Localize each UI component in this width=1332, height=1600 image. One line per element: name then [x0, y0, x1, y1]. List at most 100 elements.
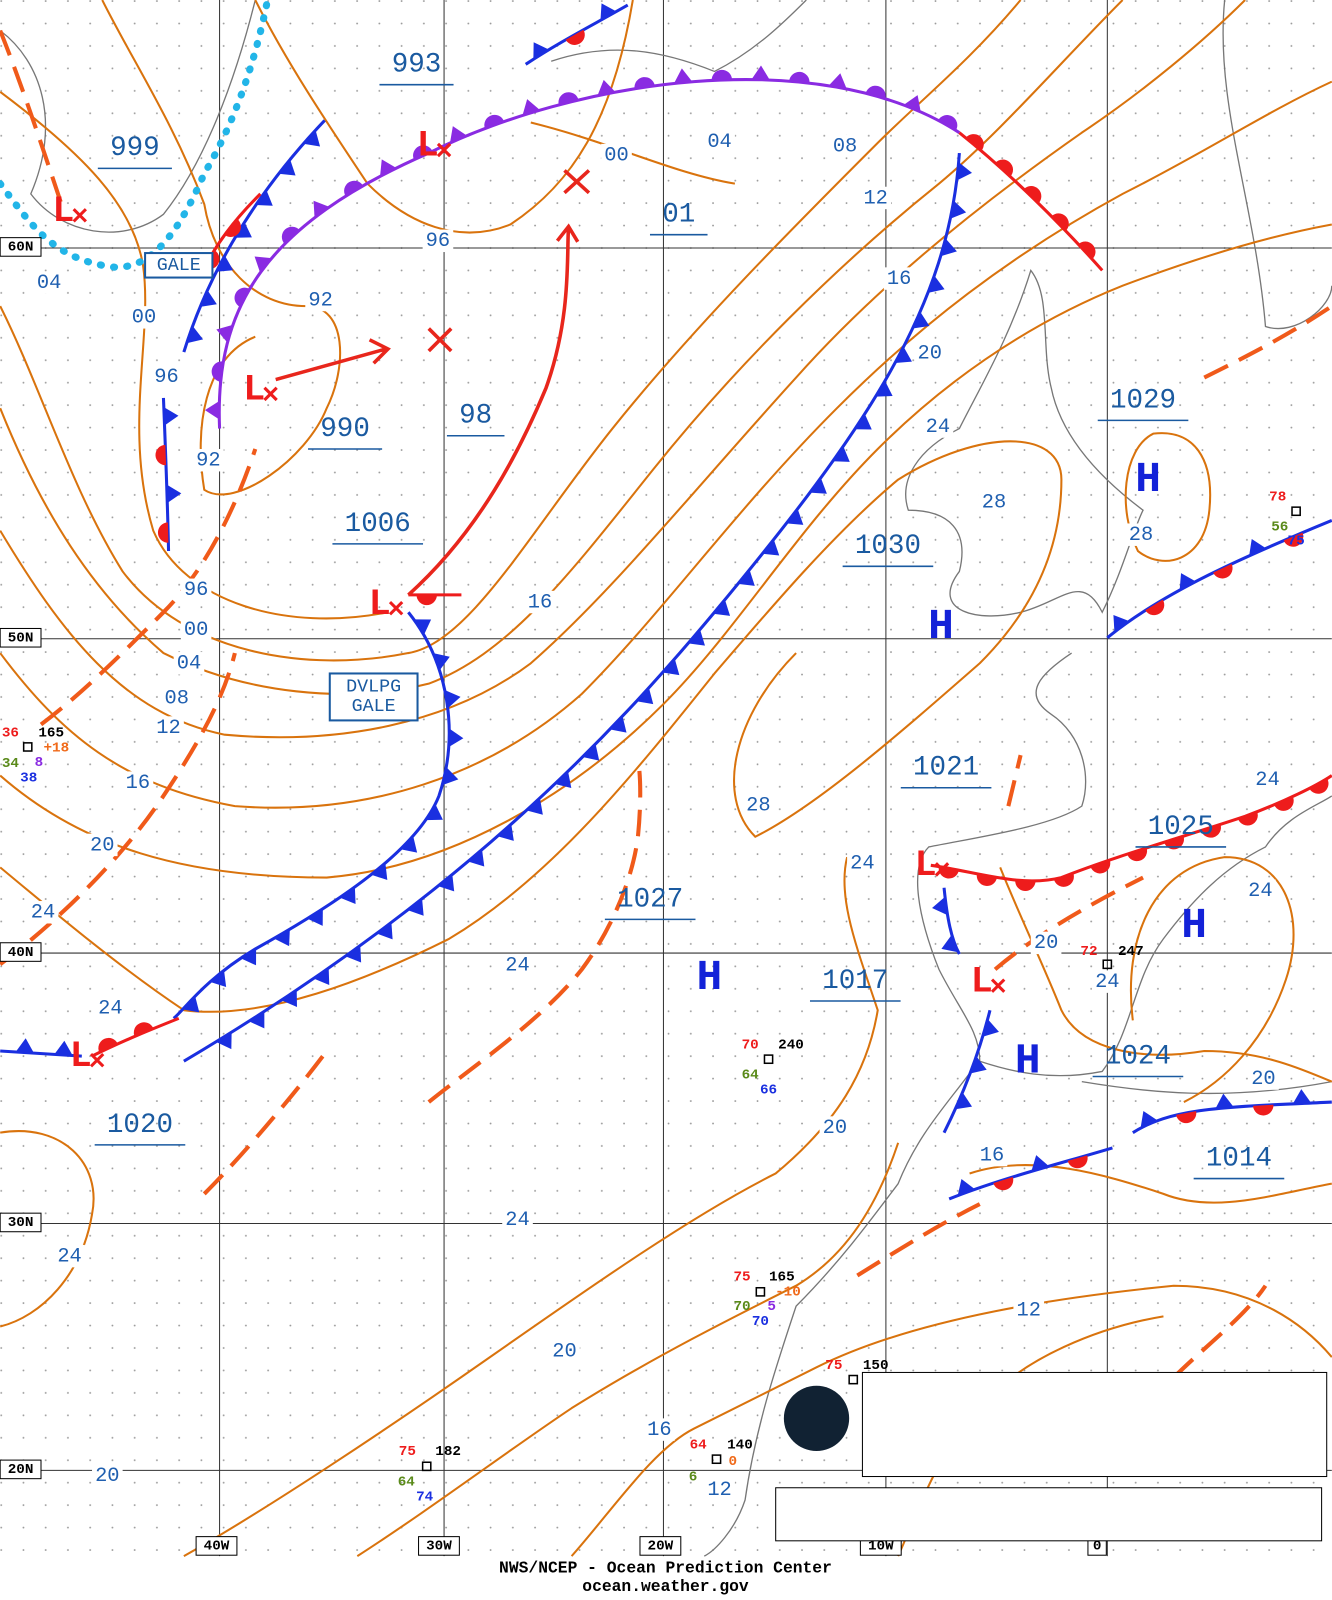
front-symbol: [255, 190, 273, 206]
isobar-label: 16: [647, 1419, 671, 1442]
isobar-label: 12: [863, 187, 887, 210]
front-symbol: [163, 407, 179, 426]
isobar-label-bg: [524, 590, 556, 614]
front-symbol: [636, 687, 654, 705]
front-symbol: [995, 159, 1014, 177]
isobar-label: 24: [1248, 880, 1272, 903]
station-value: 75: [733, 1269, 750, 1285]
pressure-label: 1006: [345, 509, 411, 540]
isobar-label: 16: [528, 591, 552, 614]
front-symbol: [970, 1056, 987, 1074]
station-value: 75: [825, 1358, 842, 1374]
front-symbol: [956, 162, 972, 181]
isobar-label: 12: [1017, 1300, 1041, 1323]
front-symbol: [993, 1176, 1014, 1191]
front-symbol: [1051, 213, 1069, 231]
high-label: H: [928, 602, 954, 651]
station-value: 70: [742, 1038, 759, 1054]
lat-label-box: [0, 1212, 42, 1233]
station-value: -10: [775, 1285, 801, 1301]
isobar-label-bg: [173, 652, 205, 675]
isobar-label-bg: [1013, 1298, 1045, 1322]
station-value: 64: [398, 1474, 416, 1490]
front-symbol: [15, 1038, 34, 1054]
station-value: 74: [416, 1490, 434, 1506]
isobar-label-bg: [1245, 879, 1276, 903]
front-symbol: [554, 771, 572, 788]
isobar-label-bg: [704, 130, 735, 154]
front-symbol: [133, 1022, 154, 1037]
front-symbol: [1113, 614, 1130, 632]
storm-tracks: [275, 169, 591, 597]
low-label: L: [243, 369, 265, 411]
isobar-label-bg: [978, 490, 1010, 514]
front-symbol: [982, 1019, 999, 1037]
pressure-label: 1014: [1206, 1143, 1272, 1174]
front-symbol: [600, 3, 617, 21]
front-symbol: [442, 767, 459, 786]
footer-agency: NWS/NCEP - Ocean Prediction Center: [499, 1559, 832, 1578]
front-symbol: [345, 945, 362, 963]
front-symbol: [98, 1037, 118, 1053]
front-symbol: [522, 99, 541, 116]
front-symbol: [1201, 824, 1221, 838]
isobar-label-bg: [305, 288, 336, 312]
isobar-label-bg: [922, 415, 954, 438]
front-symbol: [582, 743, 600, 761]
warning-box: [328, 672, 419, 722]
isobar-label-bg: [1125, 523, 1157, 546]
front-symbol: [565, 29, 585, 45]
front-symbol: [1140, 1110, 1158, 1128]
low-label: L: [915, 845, 937, 887]
pressure-label: 1027: [617, 884, 683, 915]
isobar-label: 28: [1129, 524, 1153, 547]
front-symbol: [413, 145, 433, 160]
front-symbol: [234, 222, 252, 238]
station-value: 182: [435, 1444, 461, 1460]
station-value: 38: [20, 770, 37, 786]
isobar-label: 92: [308, 289, 332, 312]
front-symbol: [533, 42, 549, 60]
station-value: 78: [1269, 490, 1286, 506]
front-symbol: [54, 1040, 73, 1056]
lon-label: 0: [1093, 1539, 1102, 1555]
front-symbol: [737, 569, 755, 586]
isobar-label-bg: [1252, 768, 1283, 791]
lat-label-box: [0, 1459, 42, 1480]
front-symbol: [1176, 1111, 1197, 1124]
station-value: 8: [35, 755, 44, 771]
station-value: 5: [767, 1299, 776, 1315]
front-symbol: [832, 446, 850, 462]
high-label: H: [1135, 455, 1161, 504]
front-symbol: [1090, 859, 1111, 874]
isobar-label: 20: [552, 1340, 576, 1363]
front-symbol: [1215, 1093, 1234, 1109]
front-symbol: [903, 95, 921, 112]
cold-front: [183, 152, 961, 1063]
lat-label-box: [0, 237, 42, 257]
isobar-label: 12: [156, 717, 180, 740]
front-symbol: [865, 85, 886, 99]
pressure-label: 1030: [855, 531, 921, 562]
station-value: 75: [1288, 534, 1305, 550]
front-symbol: [1309, 778, 1329, 794]
front-symbol: [932, 896, 948, 916]
isobar-label-bg: [27, 901, 59, 924]
front-symbol: [448, 728, 464, 747]
front-symbol: [526, 797, 543, 815]
front-symbol: [711, 69, 733, 81]
front-symbol: [303, 130, 321, 147]
front-symbol: [662, 658, 680, 676]
front-symbol: [955, 1092, 973, 1110]
front-symbol: [1067, 1155, 1088, 1169]
station-value: 72: [1080, 944, 1097, 960]
front-symbol: [609, 716, 627, 733]
lon-label-box: [195, 1536, 238, 1556]
front-symbol: [186, 325, 204, 344]
front-symbol: [1078, 241, 1096, 260]
front-symbol: [927, 275, 945, 293]
front-symbol: [957, 1179, 975, 1196]
front-symbol: [854, 413, 872, 430]
isobar-label: 20: [1034, 932, 1058, 955]
isobar-label-bg: [422, 229, 454, 253]
